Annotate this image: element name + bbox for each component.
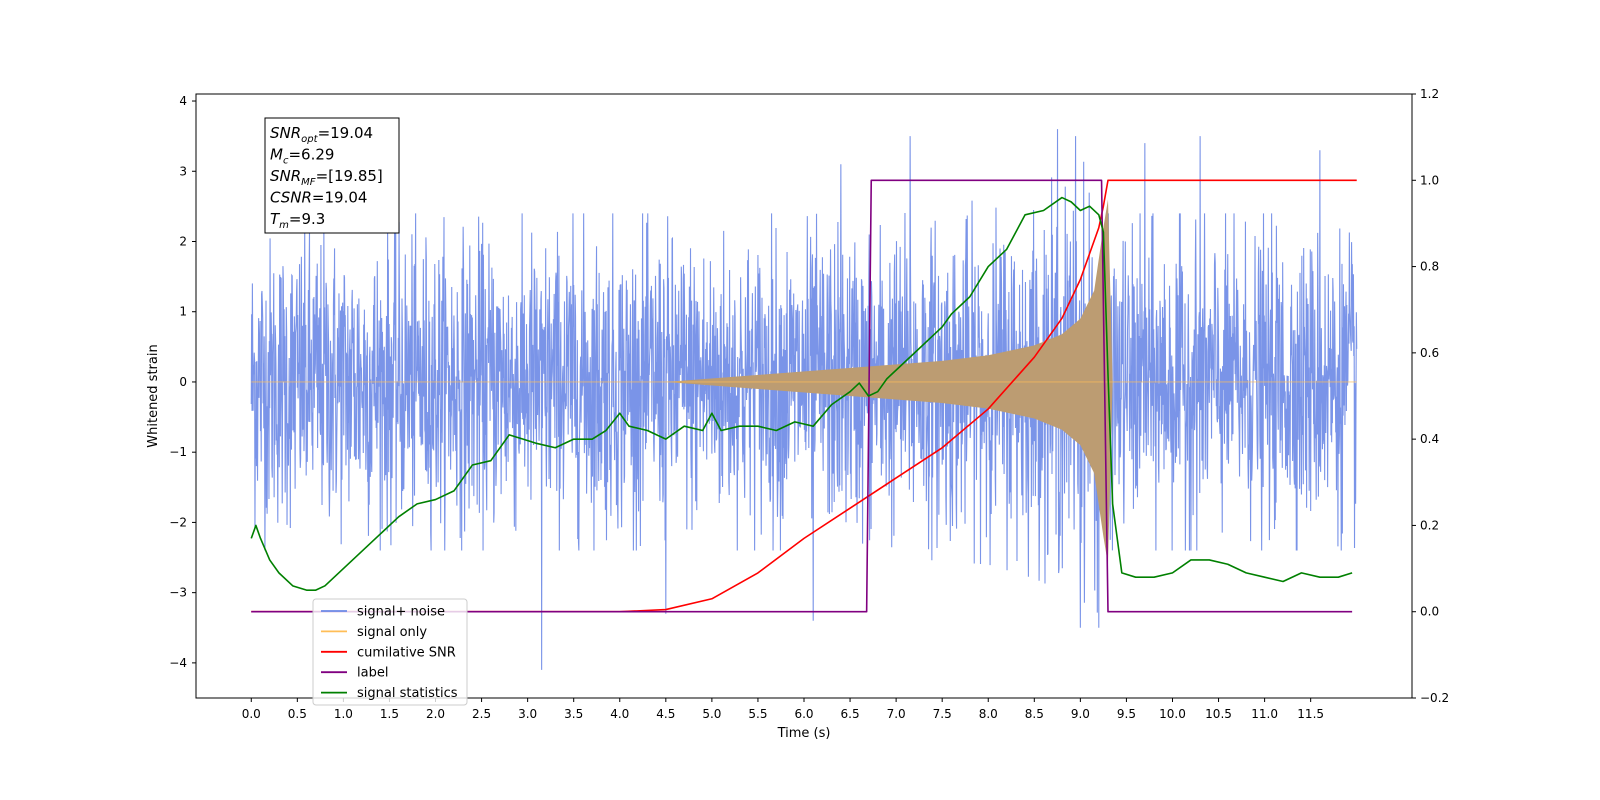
x-tick-label: 4.5	[656, 707, 675, 721]
annotation-symbol: T	[270, 210, 281, 228]
axes-layer: 0.0 0.5 1.0 1.5 2.0 2.5 3.0 3.5 4.0 4.5 5.0 5.5 6.0 6…	[169, 87, 1449, 721]
annotation-value: =9.3	[289, 210, 325, 228]
x-tick-label: 10.5	[1205, 707, 1232, 721]
x-tick-label: 7.5	[933, 707, 952, 721]
x-tick-label: 4.0	[610, 707, 629, 721]
y2-tick-label: 1.0	[1420, 173, 1439, 187]
annotation-line: Tm=9.3	[270, 210, 325, 231]
annotation-symbol: SNR	[270, 124, 301, 142]
x-tick-label: 3.5	[564, 707, 583, 721]
y-tick-label: 0	[179, 375, 187, 389]
x-tick-label: 0.5	[288, 707, 307, 721]
legend-entry: signal only	[357, 625, 427, 640]
x-tick-label: 9.0	[1071, 707, 1090, 721]
x-tick-label: 6.0	[794, 707, 813, 721]
x-tick-label: 8.5	[1025, 707, 1044, 721]
y-axis-title: Whitened strain	[146, 344, 161, 447]
x-tick-label: 11.0	[1251, 707, 1278, 721]
legend-frame	[312, 598, 468, 706]
stats-annotation-box: SNRopt=19.04Mc=6.29SNRMF=[19.85]CSNR=19.…	[264, 117, 400, 234]
legend: signal+ noise signal only cumilative SNR la…	[312, 598, 468, 706]
annotation-value: =[19.85]	[316, 167, 383, 185]
annotation-line: Mc=6.29	[270, 146, 334, 167]
y2-tick-label: 1.2	[1420, 87, 1439, 101]
x-tick-label: 9.5	[1117, 707, 1136, 721]
x-tick-label: 1.5	[380, 707, 399, 721]
legend-entry: cumilative SNR	[357, 645, 456, 660]
annotation-line: SNRopt=19.04	[270, 124, 373, 145]
y-tick-label: 4	[179, 94, 187, 108]
x-tick-label: 7.0	[887, 707, 906, 721]
y-tick-label: 3	[179, 164, 187, 178]
annotation-subscript: opt	[301, 134, 318, 145]
x-tick-label: 1.0	[334, 707, 353, 721]
x-tick-label: 11.5	[1297, 707, 1324, 721]
series-layer	[250, 129, 1358, 670]
annotation-symbol: M	[270, 146, 283, 164]
series-label	[251, 179, 1353, 613]
annotation-subscript: c	[283, 156, 289, 167]
y-tick-label: −2	[169, 515, 187, 529]
series-cumilative-snr	[251, 179, 1357, 613]
annotation-box-frame	[264, 117, 400, 234]
annotation-value: =19.04	[318, 124, 374, 142]
y-tick-label: 1	[179, 305, 187, 319]
y-tick-label: −3	[169, 586, 187, 600]
series-signal-statistics	[250, 196, 1353, 591]
annotation-subscript: MF	[301, 177, 316, 188]
x-axis-title: Time (s)	[777, 726, 831, 741]
y2-tick-label: 0.6	[1420, 346, 1439, 360]
x-tick-label: 10.0	[1159, 707, 1186, 721]
y2-tick-label: 0.4	[1420, 432, 1439, 446]
x-tick-label: 8.0	[979, 707, 998, 721]
y-tick-label: −4	[169, 656, 187, 670]
y2-tick-label: 0.8	[1420, 260, 1439, 274]
y2-tick-label: 0.0	[1420, 605, 1439, 619]
annotation-line: CSNR=19.04	[270, 189, 367, 207]
annotation-value: =19.04	[312, 189, 368, 207]
annotation-subscript: m	[279, 220, 289, 231]
legend-entry: signal+ noise	[357, 605, 445, 620]
annotation-value: =6.29	[288, 146, 334, 164]
x-tick-label: 5.5	[748, 707, 767, 721]
legend-entry: signal statistics	[357, 686, 458, 701]
y-tick-label: −1	[169, 445, 187, 459]
annotation-symbol: CSNR	[270, 189, 312, 207]
x-tick-label: 6.5	[841, 707, 860, 721]
x-tick-label: 0.0	[242, 707, 261, 721]
series-signal-noise	[250, 129, 1358, 670]
y-tick-label: 2	[179, 234, 187, 248]
annotation-line: SNRMF=[19.85]	[270, 167, 383, 188]
x-tick-label: 3.0	[518, 707, 537, 721]
annotation-symbol: SNR	[270, 167, 301, 185]
x-tick-label: 5.0	[702, 707, 721, 721]
x-tick-label: 2.0	[426, 707, 445, 721]
y2-tick-label: −0.2	[1420, 691, 1449, 705]
x-tick-label: 2.5	[472, 707, 491, 721]
y2-tick-label: 0.2	[1420, 518, 1439, 532]
legend-entry: label	[357, 666, 388, 681]
